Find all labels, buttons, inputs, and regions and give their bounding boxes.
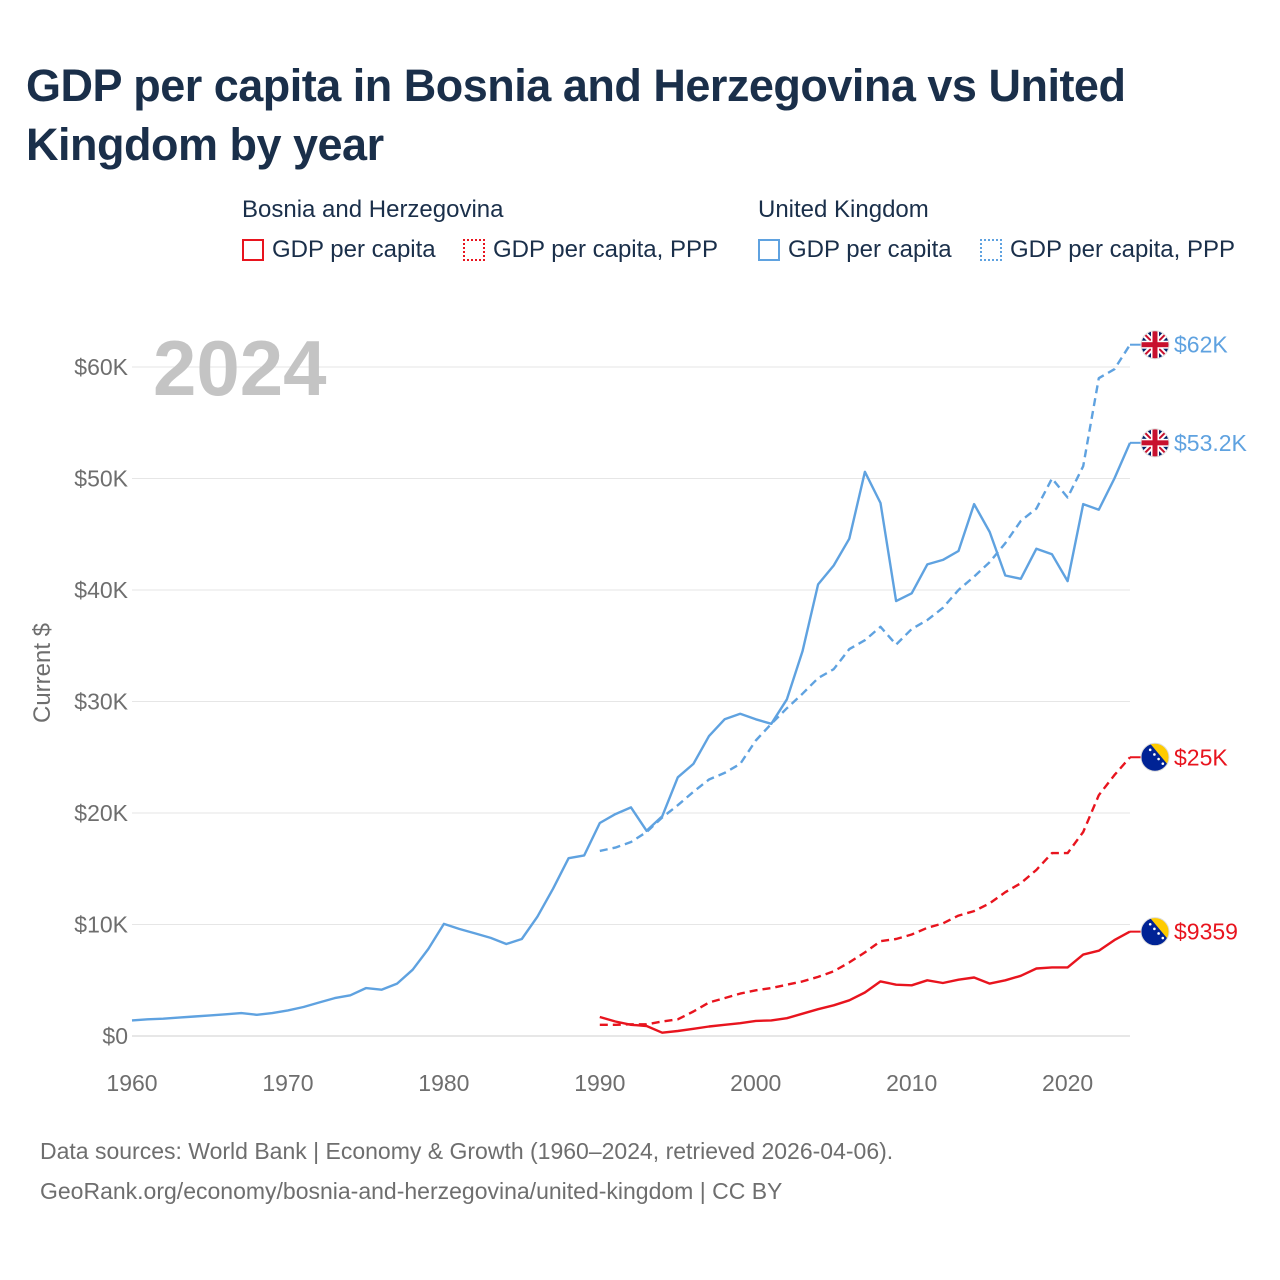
chart-title: GDP per capita in Bosnia and Herzegovina… bbox=[26, 60, 1126, 170]
y-tick-label: $30K bbox=[74, 689, 128, 715]
line-chart: 2024 $0 $10K $20K $30K $40K $50K $60K 1960 1970… bbox=[29, 324, 1248, 1096]
series-line-2[interactable] bbox=[599, 756, 1131, 1026]
y-tick-label: $60K bbox=[74, 354, 128, 380]
x-tick-label: 1970 bbox=[262, 1070, 313, 1096]
y-tick-label: $40K bbox=[74, 577, 128, 603]
footer-url[interactable]: GeoRank.org/economy/bosnia-and-herzegovi… bbox=[40, 1178, 783, 1204]
footer-sources: Data sources: World Bank | Economy & Gro… bbox=[40, 1138, 894, 1164]
y-tick-label: $10K bbox=[74, 912, 128, 938]
series-line-1[interactable] bbox=[131, 442, 1132, 1022]
x-axis: 1960 1970 1980 1990 2000 2010 2020 bbox=[106, 1070, 1093, 1096]
y-tick-label: $50K bbox=[74, 466, 128, 492]
end-value-label: $25K bbox=[1174, 744, 1228, 770]
bosnia-flag-icon bbox=[1140, 917, 1170, 947]
end-value-label: $9359 bbox=[1174, 919, 1238, 945]
end-value-label: $62K bbox=[1174, 332, 1228, 358]
y-axis-label: Current $ bbox=[29, 623, 56, 723]
legend-swatch-solid-blue bbox=[758, 239, 780, 261]
x-tick-label: 2020 bbox=[1042, 1070, 1093, 1096]
series-line-0[interactable] bbox=[599, 344, 1132, 853]
legend-group-uk-title: United Kingdom bbox=[758, 196, 929, 223]
legend-swatch-dotted-blue bbox=[980, 239, 1002, 261]
legend-label: GDP per capita bbox=[788, 236, 952, 263]
x-tick-label: 1990 bbox=[574, 1070, 625, 1096]
legend-item-bosnia-gdp[interactable]: GDP per capita bbox=[242, 236, 436, 264]
series-lines bbox=[131, 344, 1132, 1034]
x-tick-label: 1980 bbox=[418, 1070, 469, 1096]
x-tick-label: 1960 bbox=[106, 1070, 157, 1096]
end-markers: $62K $53.2K $25K $9359 bbox=[1130, 330, 1248, 947]
end-value-label: $53.2K bbox=[1174, 430, 1248, 456]
legend-label: GDP per capita, PPP bbox=[493, 236, 718, 263]
y-axis: $0 $10K $20K $30K $40K $50K $60K bbox=[74, 354, 128, 1049]
x-tick-label: 2010 bbox=[886, 1070, 937, 1096]
legend-group-bosnia-title: Bosnia and Herzegovina bbox=[242, 196, 504, 223]
year-watermark: 2024 bbox=[153, 324, 327, 412]
bosnia-flag-icon bbox=[1140, 742, 1170, 772]
y-tick-label: $0 bbox=[102, 1023, 128, 1049]
series-line-3[interactable] bbox=[599, 930, 1131, 1034]
uk-flag-icon bbox=[1140, 428, 1170, 458]
legend-item-bosnia-gdp-ppp[interactable]: GDP per capita, PPP bbox=[463, 236, 718, 264]
legend-label: GDP per capita, PPP bbox=[1010, 236, 1235, 263]
legend-label: GDP per capita bbox=[272, 236, 436, 263]
legend-item-uk-gdp-ppp[interactable]: GDP per capita, PPP bbox=[980, 236, 1235, 264]
uk-flag-icon bbox=[1140, 330, 1170, 360]
gridlines bbox=[132, 366, 1130, 1037]
y-tick-label: $20K bbox=[74, 800, 128, 826]
legend-item-uk-gdp[interactable]: GDP per capita bbox=[758, 236, 952, 264]
legend-swatch-dotted-red bbox=[463, 239, 485, 261]
x-tick-label: 2000 bbox=[730, 1070, 781, 1096]
legend-swatch-solid-red bbox=[242, 239, 264, 261]
